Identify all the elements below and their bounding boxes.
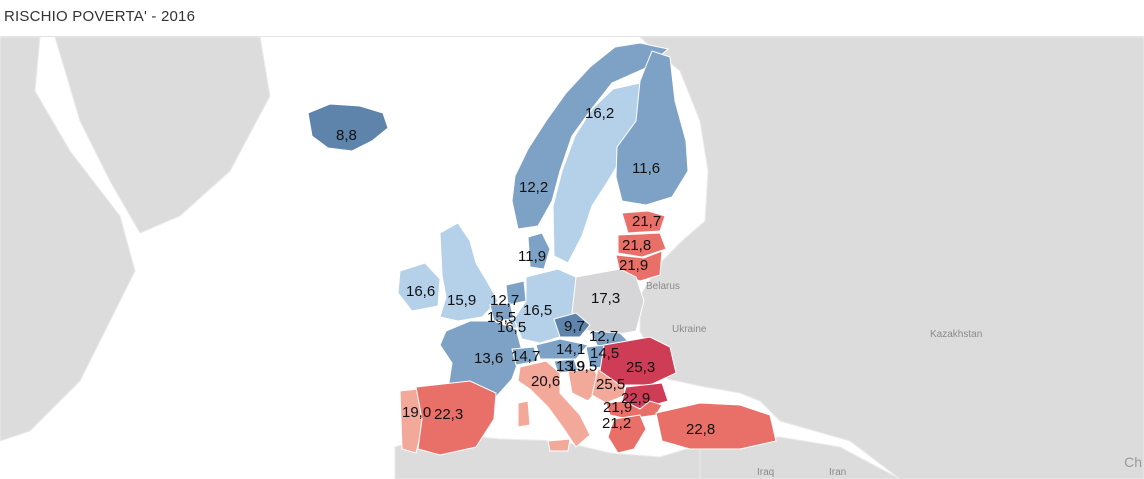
country-france[interactable] — [439, 320, 523, 398]
country-italy[interactable] — [517, 360, 591, 448]
value-label-romania: 25,3 — [626, 359, 655, 376]
value-label-finland: 11,6 — [632, 160, 660, 177]
value-label-iceland: 8,8 — [336, 127, 357, 144]
geo-label-ukraine: Ukraine — [672, 324, 707, 335]
country-latvia[interactable] — [617, 232, 667, 258]
country-balkans[interactable] — [605, 400, 663, 420]
value-label-bulgaria: 25,5 — [596, 376, 625, 393]
value-label-spain: 22,3 — [434, 406, 463, 423]
value-label-ireland: 16,6 — [406, 283, 435, 300]
value-label-france: 13,6 — [474, 350, 503, 367]
country-uk[interactable] — [439, 222, 499, 322]
country-turkey[interactable] — [655, 402, 777, 450]
country-czechia[interactable] — [553, 312, 591, 338]
value-label-serbia: 22,9 — [621, 390, 650, 407]
country-denmark[interactable] — [527, 232, 551, 270]
country-sicily[interactable] — [547, 438, 571, 452]
value-label-czechia: 9,7 — [564, 318, 585, 335]
value-label-estonia: 21,7 — [632, 213, 661, 230]
geo-label-iran: Iran — [829, 467, 846, 478]
value-label-netherlands: 12,7 — [490, 292, 519, 309]
value-label-portugal: 19,0 — [402, 404, 431, 421]
geo-label-kazakhstan: Kazakhstan — [930, 329, 982, 340]
country-spain[interactable] — [415, 380, 497, 456]
geo-label-iraq: Iraq — [757, 467, 774, 478]
country-greece[interactable] — [607, 414, 647, 454]
value-label-norway: 12,2 — [519, 179, 548, 196]
country-ireland[interactable] — [397, 262, 441, 312]
value-label-slovenia: 13,9 — [556, 358, 585, 375]
value-label-belgium: 15,5 — [487, 309, 516, 326]
value-label-sweden: 16,2 — [585, 105, 614, 122]
value-label-greece: 21,2 — [602, 415, 631, 432]
country-finland[interactable] — [615, 50, 689, 206]
value-label-italy: 20,6 — [531, 373, 560, 390]
country-estonia[interactable] — [621, 210, 666, 234]
country-iceland[interactable] — [307, 103, 389, 152]
value-label-germany: 16,5 — [523, 302, 552, 319]
geo-label-china-cut: Ch — [1124, 454, 1142, 470]
country-austria[interactable] — [535, 338, 589, 360]
value-label-slovakia: 12,7 — [589, 328, 618, 345]
country-switzerland[interactable] — [511, 346, 539, 366]
map-area[interactable]: Belarus Ukraine Kazakhstan Iraq Iran 8,8… — [0, 36, 1144, 479]
value-label-switzerland: 14,7 — [511, 348, 540, 365]
value-label-hungary: 14,5 — [590, 345, 619, 362]
value-label-uk: 15,9 — [447, 292, 476, 309]
value-label-luxembourg: 16,5 — [497, 319, 526, 336]
value-label-denmark: 11,9 — [518, 248, 546, 265]
country-romania[interactable] — [599, 336, 677, 386]
value-label-austria: 14,1 — [556, 341, 585, 358]
land-north-america — [0, 37, 136, 442]
value-label-latvia: 21,8 — [622, 237, 651, 254]
land-greenland — [54, 37, 271, 234]
value-label-poland: 17,3 — [591, 290, 620, 307]
page-title: RISCHIO POVERTA' - 2016 — [4, 8, 196, 25]
value-label-croatia: 19,5 — [568, 358, 597, 375]
value-label-turkey: 22,8 — [686, 421, 715, 438]
country-sardinia[interactable] — [517, 400, 531, 428]
geo-label-belarus: Belarus — [646, 281, 680, 292]
value-label-lithuania: 21,9 — [619, 257, 648, 274]
value-label-macedonia: 21,9 — [603, 399, 632, 416]
